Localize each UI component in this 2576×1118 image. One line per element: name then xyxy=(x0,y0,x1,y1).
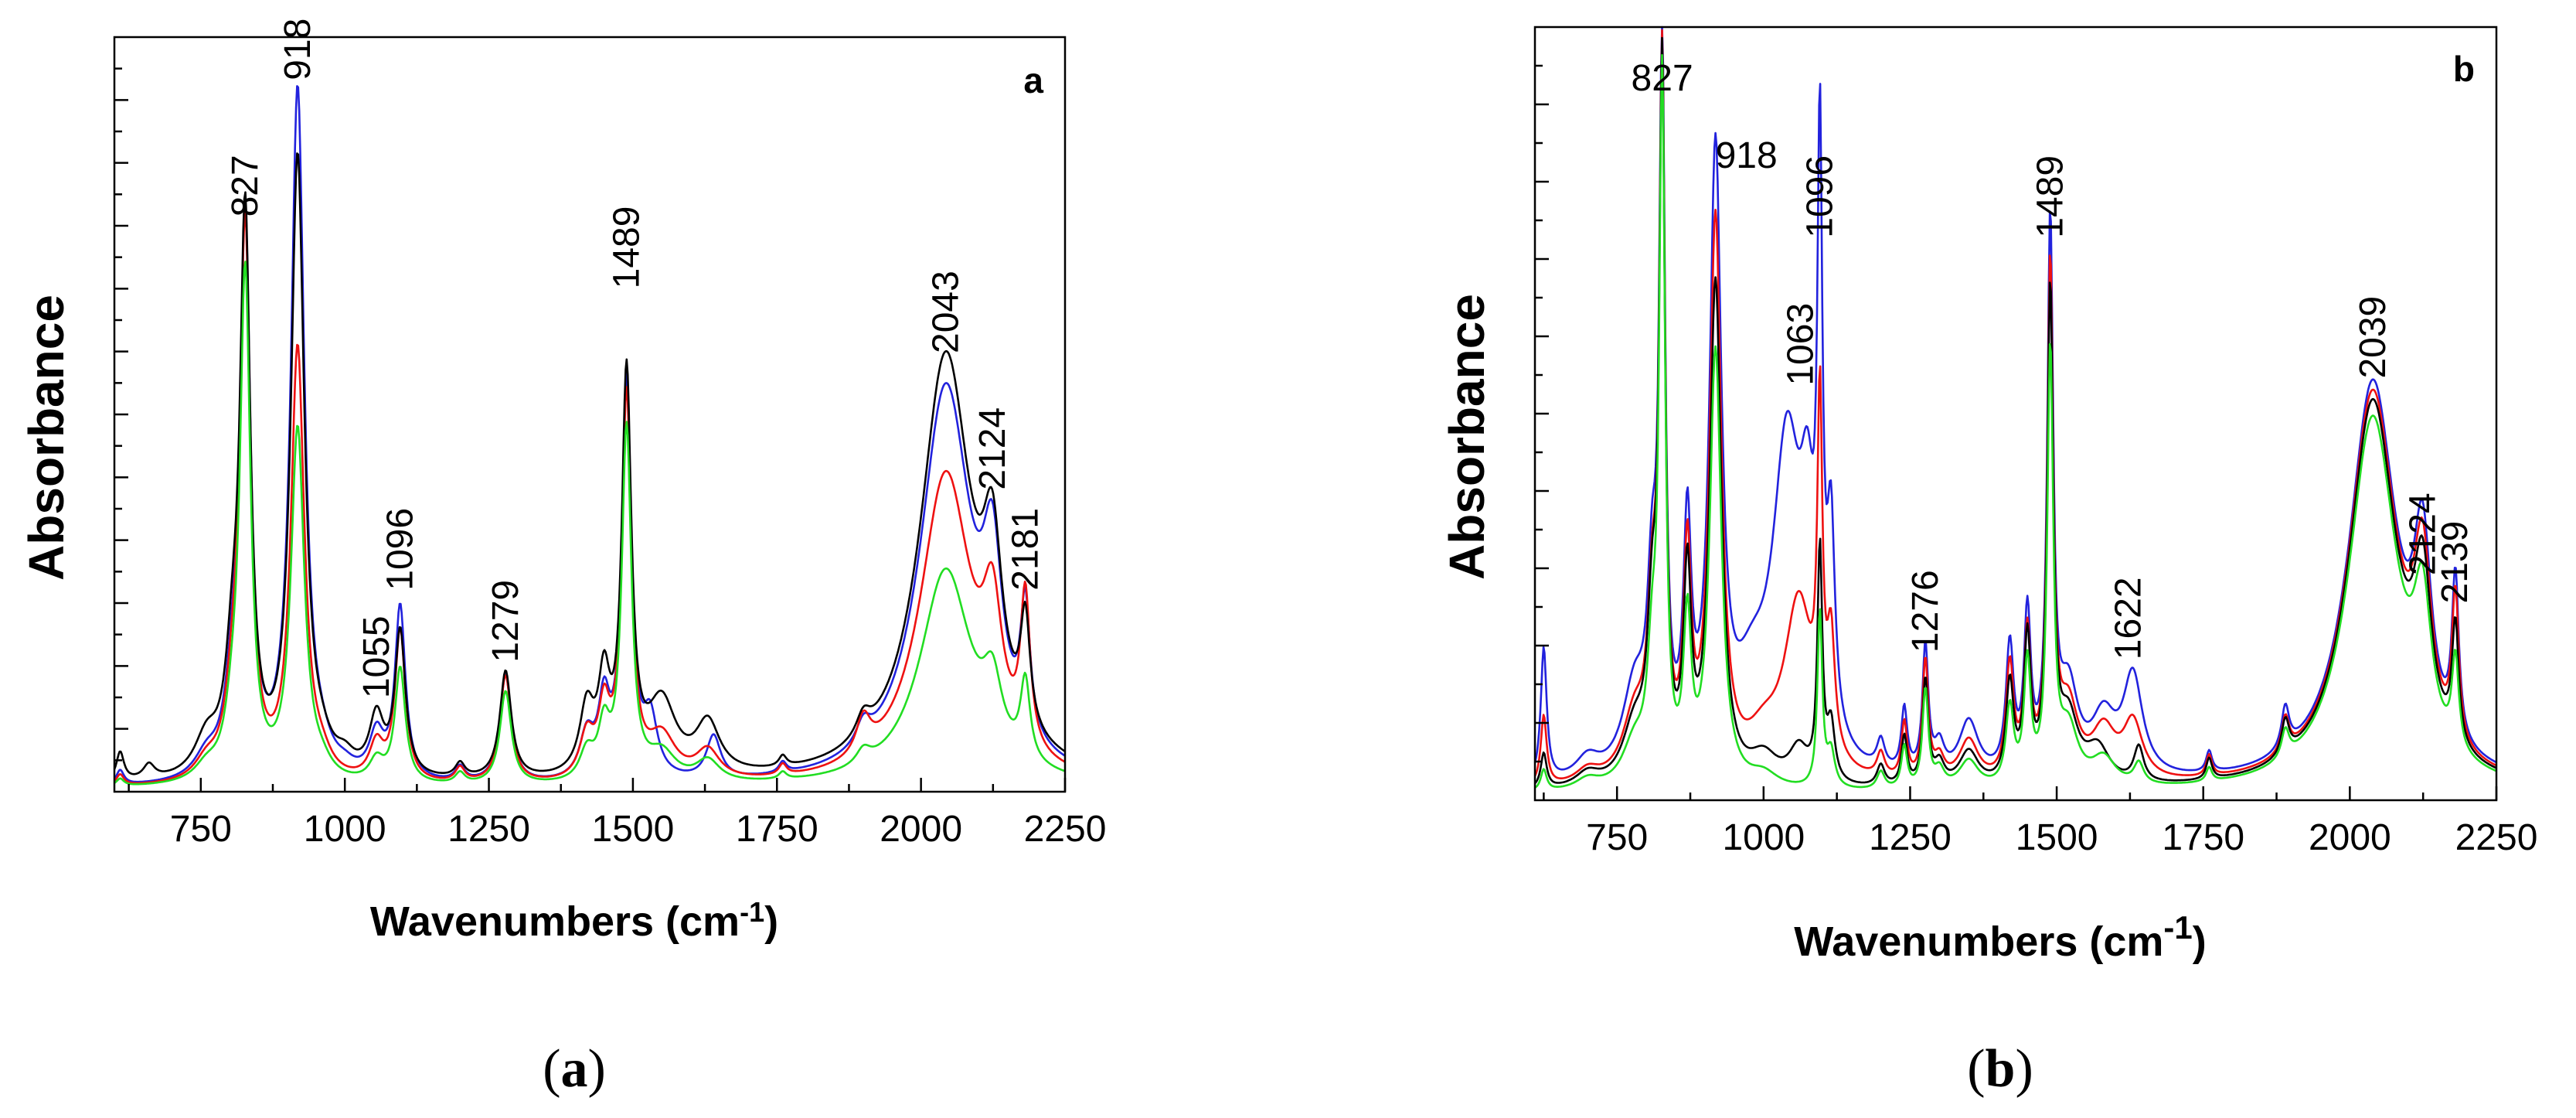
x-axis-label-a: Wavenumbers (cm-1) xyxy=(370,896,778,945)
x-axis-label-b-end: ) xyxy=(2193,919,2207,965)
x-tick-label: 1500 xyxy=(2016,817,2098,858)
panel-letter-b: b xyxy=(2453,49,2475,89)
caption-letter-b: b xyxy=(1986,1039,2016,1099)
peak-label-2139: 2139 xyxy=(2435,521,2476,604)
peak-label-1489: 1489 xyxy=(607,206,648,289)
plot-frame-b xyxy=(1533,26,2498,802)
peak-label-1096: 1096 xyxy=(1800,155,1841,238)
peak-label-1063: 1063 xyxy=(1781,303,1822,386)
chart-panel-a: 750 1000 1250 1500 1750 2000 2250 827 918 1055 10… xyxy=(19,19,1106,1099)
chart-panel-b: 750 1000 1250 1500 1750 2000 2250 827 918 1063 10… xyxy=(1439,26,2537,1099)
peak-label-1279: 1279 xyxy=(485,580,526,663)
panel-letter-a: a xyxy=(1023,60,1043,101)
x-axis-label-a-main: Wavenumbers (cm xyxy=(370,898,740,945)
peak-annotations-a: 827 918 1055 1096 1279 1489 2043 2124 2181 xyxy=(225,19,1046,698)
series-line-red xyxy=(1533,29,2497,779)
series-line-green xyxy=(1534,53,2497,789)
axis-ticks-b xyxy=(1535,64,2498,800)
x-tick-label: 1250 xyxy=(447,809,530,850)
x-tick-label: 1750 xyxy=(736,809,818,850)
peak-label-827: 827 xyxy=(1632,58,1693,99)
peak-label-918: 918 xyxy=(1716,135,1778,176)
peak-label-827: 827 xyxy=(225,155,266,216)
series-line-green xyxy=(114,261,1066,786)
peak-label-2043: 2043 xyxy=(926,271,967,353)
series-group-a xyxy=(113,85,1066,786)
x-tick-label: 2000 xyxy=(2309,817,2391,858)
peak-label-1055: 1055 xyxy=(356,615,397,698)
series-line-black xyxy=(1533,36,2497,785)
peak-label-918: 918 xyxy=(277,19,318,80)
series-line-black xyxy=(113,152,1066,775)
peak-label-2181: 2181 xyxy=(1006,508,1046,591)
peak-label-2124: 2124 xyxy=(972,407,1013,490)
peak-label-1489: 1489 xyxy=(2030,155,2071,238)
x-tick-label: 1000 xyxy=(304,809,386,850)
series-line-red xyxy=(114,210,1066,785)
y-axis-label-b: Absorbance xyxy=(1439,294,1495,580)
x-tick-label: 750 xyxy=(1586,817,1648,858)
series-group-b xyxy=(1533,26,2497,789)
x-tick-labels-a: 750 1000 1250 1500 1750 2000 2250 xyxy=(170,809,1107,850)
series-line-blue xyxy=(1533,26,2497,772)
x-axis-label-b-sup: -1 xyxy=(2163,909,2192,946)
x-axis-label-b: Wavenumbers (cm-1) xyxy=(1794,909,2207,965)
x-tick-label: 2250 xyxy=(2455,817,2538,858)
x-tick-label: 1250 xyxy=(1869,817,1952,858)
y-axis-label-a: Absorbance xyxy=(19,295,74,581)
peak-label-2039: 2039 xyxy=(2353,296,2394,379)
x-axis-label-a-end: ) xyxy=(764,898,778,945)
peak-label-1622: 1622 xyxy=(2108,577,2149,660)
x-tick-label: 2000 xyxy=(880,809,962,850)
x-axis-label-a-sup: -1 xyxy=(740,896,764,928)
caption-b: (b) xyxy=(1967,1039,2033,1099)
axis-ticks-a xyxy=(114,67,1067,792)
x-tick-label: 1000 xyxy=(1722,817,1805,858)
x-tick-labels-b: 750 1000 1250 1500 1750 2000 2250 xyxy=(1586,817,2537,858)
caption-a: (a) xyxy=(543,1039,606,1099)
x-tick-label: 1750 xyxy=(2162,817,2244,858)
peak-label-1096: 1096 xyxy=(380,508,421,591)
x-tick-label: 2250 xyxy=(1024,809,1107,850)
plot-frame-a xyxy=(113,36,1067,793)
caption-letter-a: a xyxy=(561,1039,588,1099)
x-tick-label: 1500 xyxy=(592,809,675,850)
x-tick-label: 750 xyxy=(170,809,232,850)
x-axis-label-b-main: Wavenumbers (cm xyxy=(1794,919,2163,965)
peak-label-2124: 2124 xyxy=(2402,493,2443,575)
peak-label-1276: 1276 xyxy=(1905,570,1946,653)
